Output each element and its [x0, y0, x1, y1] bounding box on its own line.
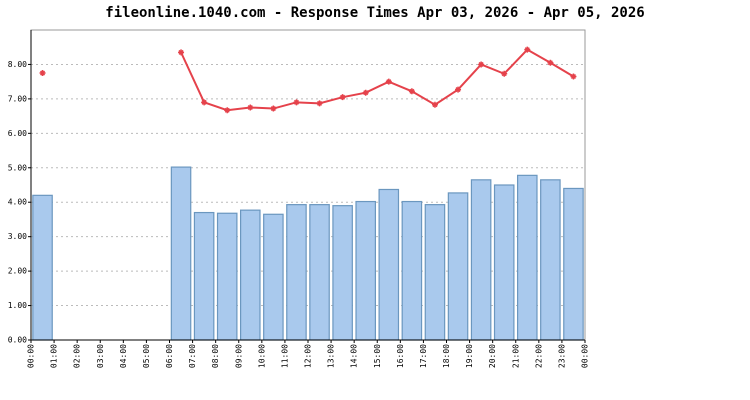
- bar: [470, 179, 492, 341]
- line-marker: [570, 73, 577, 80]
- x-tick-label: 10:00: [257, 344, 266, 368]
- bar: [193, 211, 215, 341]
- line-marker: [547, 59, 554, 66]
- bar: [263, 213, 284, 341]
- y-tick-label: 5.00: [8, 163, 27, 172]
- x-tick-label: 19:00: [465, 344, 474, 368]
- chart-title: fileonline.1040.com - Response Times Apr…: [105, 5, 644, 21]
- x-tick-label: 22:00: [534, 344, 543, 368]
- line-marker: [385, 78, 392, 85]
- x-tick-label: 21:00: [511, 344, 520, 368]
- bar: [286, 204, 307, 341]
- line-marker: [339, 94, 346, 101]
- x-tick-label: 13:00: [327, 344, 336, 368]
- plot-area: [30, 29, 586, 341]
- bar: [563, 187, 584, 341]
- line-marker: [270, 105, 277, 112]
- bar: [355, 200, 377, 341]
- bar: [540, 179, 561, 341]
- x-tick-label: 15:00: [373, 344, 382, 368]
- x-tick-label: 09:00: [234, 344, 243, 368]
- bar: [447, 192, 469, 341]
- line-marker: [316, 100, 323, 107]
- x-tick-label: 16:00: [396, 344, 405, 368]
- x-tick-label: 07:00: [188, 344, 197, 368]
- line-marker: [408, 88, 415, 95]
- line-marker: [501, 70, 508, 77]
- x-tick-label: 06:00: [165, 344, 174, 368]
- x-tick-label: 12:00: [304, 344, 313, 368]
- line-marker: [455, 86, 462, 93]
- bar: [378, 188, 400, 341]
- bar: [424, 204, 446, 341]
- y-tick-label: 7.00: [8, 94, 27, 103]
- y-tick-label: 2.00: [8, 267, 27, 276]
- x-tick-label: 03:00: [96, 344, 105, 368]
- line-marker: [362, 89, 369, 96]
- y-tick-label: 0.00: [8, 336, 27, 345]
- bar: [309, 204, 330, 341]
- y-tick-label: 1.00: [8, 301, 27, 310]
- x-tick-label: 02:00: [73, 344, 82, 368]
- x-tick-label: 11:00: [280, 344, 289, 368]
- line-marker: [478, 61, 485, 68]
- x-tick-label: 23:00: [557, 344, 566, 368]
- bar: [32, 194, 53, 341]
- x-tick-label: 00:00: [581, 344, 590, 368]
- y-tick-label: 8.00: [8, 60, 27, 69]
- y-tick-label: 4.00: [8, 198, 27, 207]
- line-marker: [224, 107, 231, 114]
- bar: [401, 200, 423, 341]
- line-marker: [178, 49, 185, 56]
- x-tick-label: 04:00: [119, 344, 128, 368]
- x-tick-label: 01:00: [50, 344, 59, 368]
- y-tick-label: 3.00: [8, 232, 27, 241]
- line-marker: [39, 70, 46, 77]
- line: [180, 48, 574, 112]
- x-tick-label: 00:00: [27, 344, 36, 368]
- x-tick-label: 20:00: [488, 344, 497, 368]
- line-marker: [524, 46, 531, 53]
- bar: [516, 174, 538, 341]
- line-marker: [293, 99, 300, 106]
- bar: [216, 212, 238, 341]
- bar: [493, 184, 515, 341]
- line-marker: [201, 99, 208, 106]
- line-marker: [431, 101, 438, 108]
- bar: [170, 166, 192, 341]
- y-tick-label: 6.00: [8, 129, 27, 138]
- x-tick-label: 05:00: [142, 344, 151, 368]
- bar: [332, 205, 353, 341]
- x-tick-label: 08:00: [211, 344, 220, 368]
- line-marker: [247, 104, 254, 111]
- x-tick-label: 18:00: [442, 344, 451, 368]
- x-tick-label: 14:00: [350, 344, 359, 368]
- x-tick-label: 17:00: [419, 344, 428, 368]
- bar: [239, 209, 261, 341]
